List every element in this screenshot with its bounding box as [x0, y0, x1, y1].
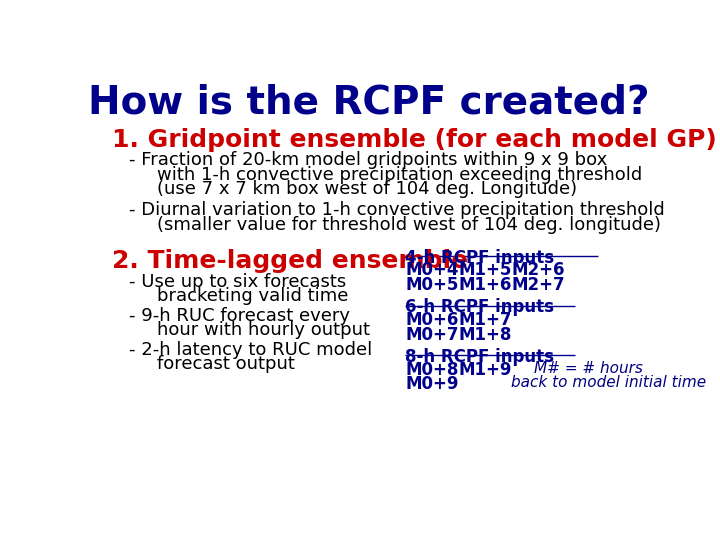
Text: - Diurnal variation to 1-h convective precipitation threshold: - Diurnal variation to 1-h convective pr…	[129, 201, 665, 219]
Text: 1. Gridpoint ensemble (for each model GP): 1. Gridpoint ensemble (for each model GP…	[112, 128, 717, 152]
Text: M0+8: M0+8	[405, 361, 459, 379]
Text: M1+7: M1+7	[458, 311, 512, 329]
Text: M2+6: M2+6	[511, 261, 564, 279]
Text: M0+9: M0+9	[405, 375, 459, 394]
Text: 8-h RCPF inputs: 8-h RCPF inputs	[405, 348, 554, 366]
Text: 6-h RCPF inputs: 6-h RCPF inputs	[405, 299, 554, 316]
Text: How is the RCPF created?: How is the RCPF created?	[89, 84, 649, 122]
Text: M# = # hours: M# = # hours	[534, 361, 642, 376]
Text: hour with hourly output: hour with hourly output	[157, 321, 370, 339]
Text: M1+5: M1+5	[458, 261, 512, 279]
Text: (use 7 x 7 km box west of 104 deg. Longitude): (use 7 x 7 km box west of 104 deg. Longi…	[157, 180, 577, 198]
Text: with 1-h convective precipitation exceeding threshold: with 1-h convective precipitation exceed…	[157, 166, 642, 184]
Text: - 2-h latency to RUC model: - 2-h latency to RUC model	[129, 341, 372, 359]
Text: bracketing valid time: bracketing valid time	[157, 287, 348, 305]
Text: - Fraction of 20-km model gridpoints within 9 x 9 box: - Fraction of 20-km model gridpoints wit…	[129, 151, 607, 169]
Text: M1+6: M1+6	[458, 275, 512, 294]
Text: M0+4: M0+4	[405, 261, 459, 279]
Text: M0+6: M0+6	[405, 311, 459, 329]
Text: M2+7: M2+7	[511, 275, 565, 294]
Text: M0+7: M0+7	[405, 326, 459, 343]
Text: M1+9: M1+9	[458, 361, 512, 379]
Text: M0+5: M0+5	[405, 275, 459, 294]
Text: - 9-h RUC forecast every: - 9-h RUC forecast every	[129, 307, 350, 325]
Text: - Use up to six forecasts: - Use up to six forecasts	[129, 273, 346, 291]
Text: 2. Time-lagged ensemble: 2. Time-lagged ensemble	[112, 248, 469, 273]
Text: M1+8: M1+8	[458, 326, 512, 343]
Text: forecast output: forecast output	[157, 355, 294, 374]
Text: 4-h RCPF inputs: 4-h RCPF inputs	[405, 248, 554, 267]
Text: (smaller value for threshold west of 104 deg. longitude): (smaller value for threshold west of 104…	[157, 216, 661, 234]
Text: back to model initial time: back to model initial time	[511, 375, 706, 390]
